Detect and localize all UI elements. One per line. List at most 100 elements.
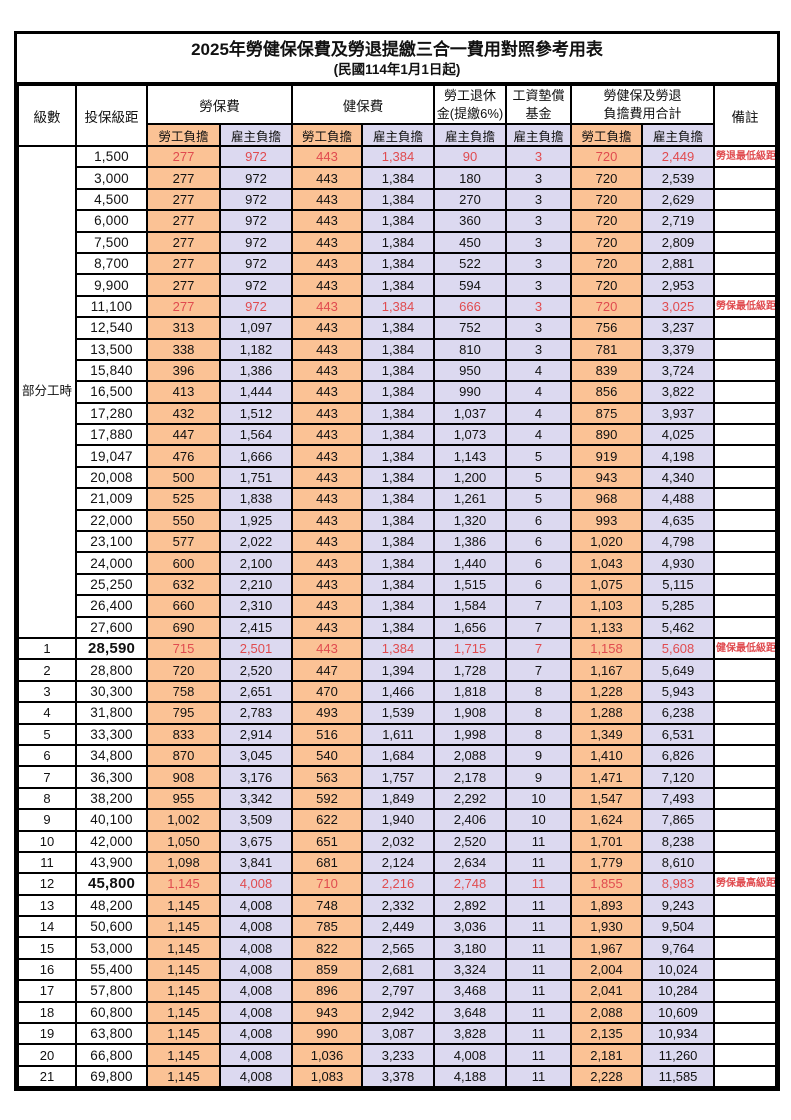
value-cell: 972 [219,166,293,190]
value-cell: 2,210 [219,572,293,597]
value-cell: 2,797 [361,979,435,1003]
table-row: 4,500 277 972 443 1,384 270 3 720 2,629 [18,187,778,212]
table-row: 11,100 277 972 443 1,384 666 3 720 3,025 勞保最低級距 [18,294,778,319]
value-cell: 90 [433,144,507,169]
value-cell: 1,384 [361,166,435,190]
value-cell: 2,892 [433,893,507,918]
value-cell: 955 [146,786,221,811]
wage-fund-line1: 工資墊償 [512,87,565,103]
subheader-health-employee: 勞工負擔 [291,123,363,147]
value-cell: 1,547 [570,786,643,811]
value-cell: 3,675 [219,829,293,853]
value-cell: 3 [505,294,572,319]
value-cell: 833 [146,722,221,746]
col-header-pension: 勞工退休 金(提繳6%) [433,84,507,125]
value-cell: 2,041 [570,979,643,1003]
value-cell: 1,384 [361,380,435,404]
value-cell: 2,022 [219,530,293,554]
remark-cell [713,209,778,233]
value-cell: 1,002 [146,808,221,832]
bracket-cell: 21,009 [75,487,148,511]
value-cell: 1,701 [570,829,643,853]
value-cell: 277 [146,187,221,212]
value-cell: 752 [433,316,507,340]
value-cell: 1,036 [291,1043,363,1067]
table-row: 7 36,300 908 3,176 563 1,757 2,178 9 1,471 7,120 [17,765,778,789]
value-cell: 1,471 [570,765,643,789]
value-cell: 5 [505,465,572,490]
value-cell: 1,386 [433,530,507,554]
value-cell: 3 [505,316,572,340]
value-cell: 2,539 [640,166,716,190]
subheader-total-employer: 雇主負擔 [640,123,716,147]
value-cell: 1,320 [433,508,507,533]
value-cell: 10 [505,786,572,811]
col-header-wage-fund: 工資墊償 基金 [505,84,572,125]
level-cell: 4 [17,701,77,725]
value-cell: 690 [146,615,221,640]
level-cell: 16 [17,957,77,982]
value-cell: 666 [433,294,507,319]
value-cell: 1,998 [433,722,507,746]
value-cell: 1,384 [361,572,435,597]
value-cell: 8 [505,701,572,725]
value-cell: 748 [291,893,363,918]
value-cell: 2,748 [433,872,507,896]
value-cell: 3,324 [433,957,507,982]
value-cell: 443 [291,380,363,404]
value-cell: 1,384 [361,358,435,383]
value-cell: 1,539 [361,701,435,725]
value-cell: 2,100 [219,551,293,575]
value-cell: 1,849 [361,786,435,811]
value-cell: 4,008 [219,915,293,939]
value-cell: 1,624 [570,808,643,832]
value-cell: 3,509 [219,808,293,832]
value-cell: 720 [570,187,643,212]
value-cell: 443 [291,551,363,575]
value-cell: 8,238 [640,829,716,853]
value-cell: 3,724 [640,358,716,383]
value-cell: 4,798 [640,530,716,554]
value-cell: 3,087 [361,1021,435,1046]
value-cell: 11,585 [640,1064,716,1089]
value-cell: 1,512 [219,401,293,426]
value-cell: 594 [433,273,507,297]
value-cell: 2,124 [361,850,435,875]
value-cell: 4,635 [640,508,716,533]
value-cell: 5,462 [640,615,716,640]
bracket-cell: 66,800 [75,1043,148,1067]
bracket-cell: 3,000 [75,166,148,190]
table-row: 4 31,800 795 2,783 493 1,539 1,908 8 1,288 6,238 [17,701,778,725]
value-cell: 1,384 [361,423,435,447]
table-row: 19 63,800 1,145 4,008 990 3,087 3,828 11 2,135 10… [17,1021,778,1046]
value-cell: 277 [146,294,221,319]
value-cell: 972 [219,230,293,254]
value-cell: 1,145 [146,915,221,939]
value-cell: 443 [291,337,363,361]
value-cell: 1,200 [433,465,507,490]
value-cell: 1,384 [361,187,435,212]
table-row: 15 53,000 1,145 4,008 822 2,565 3,180 11 1,967 9,… [17,936,778,960]
value-cell: 890 [570,423,643,447]
value-cell: 2,681 [361,957,435,982]
value-cell: 3,937 [640,401,716,426]
value-cell: 990 [291,1021,363,1046]
bracket-cell: 57,800 [75,979,148,1003]
value-cell: 1,384 [361,615,435,640]
value-cell: 1,384 [361,444,435,468]
value-cell: 8,610 [640,850,716,875]
remark-cell [713,508,778,533]
table-row: 20 66,800 1,145 4,008 1,036 3,233 4,008 11 2,181… [17,1043,778,1067]
value-cell: 720 [570,273,643,297]
bracket-cell: 40,100 [75,808,148,832]
value-cell: 7,493 [640,786,716,811]
table-row: 8,700 277 972 443 1,384 522 3 720 2,881 [18,251,778,276]
value-cell: 5,649 [640,658,716,682]
bracket-cell: 36,300 [75,765,148,789]
value-cell: 9 [505,743,572,768]
value-cell: 2,809 [640,230,716,254]
table-row: 21 69,800 1,145 4,008 1,083 3,378 4,188 11 2,228… [17,1064,778,1089]
value-cell: 8,983 [640,872,716,896]
value-cell: 10,284 [640,979,716,1003]
value-cell: 3,180 [433,936,507,960]
